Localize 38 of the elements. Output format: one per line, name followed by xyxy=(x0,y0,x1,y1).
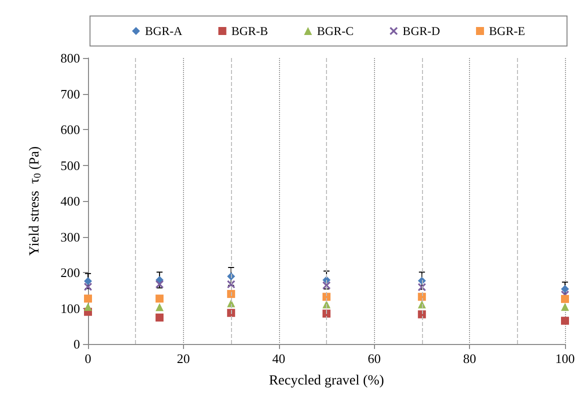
legend-label: BGR-E xyxy=(489,24,526,38)
point xyxy=(84,302,92,311)
y-axis-title: Yield stress τ0 (Pa) xyxy=(28,146,44,256)
point xyxy=(322,310,330,318)
point xyxy=(156,303,164,312)
point xyxy=(561,284,569,293)
y-tick-label: 0 xyxy=(74,336,80,352)
x-tick-label: 60 xyxy=(368,351,381,366)
y-tick-label: 500 xyxy=(60,158,80,173)
legend-label: BGR-B xyxy=(231,24,268,38)
y-tick-label: 100 xyxy=(60,300,80,316)
legend-label: BGR-A xyxy=(145,24,183,38)
y-tick-label: 700 xyxy=(60,86,80,102)
point xyxy=(322,292,330,301)
point xyxy=(418,292,426,301)
y-tick-label: 200 xyxy=(60,265,80,280)
y-tick-label: 800 xyxy=(60,50,80,66)
point xyxy=(227,308,236,317)
point xyxy=(561,316,569,325)
x-tick-label: 0 xyxy=(84,351,92,366)
x-tick-label: 40 xyxy=(272,351,286,366)
x-tick-label: 100 xyxy=(555,351,575,366)
point xyxy=(84,294,92,303)
y-tick-label: 600 xyxy=(60,122,80,137)
y-tick-label: 400 xyxy=(60,194,80,208)
point xyxy=(561,302,569,311)
legend-label: BGR-C xyxy=(317,24,354,38)
legend-label: BGR-D xyxy=(402,24,440,38)
x-tick-label: 80 xyxy=(463,351,476,366)
point xyxy=(561,294,569,303)
point xyxy=(156,314,164,322)
point xyxy=(227,290,236,298)
y-tick-label: 300 xyxy=(60,229,80,244)
point xyxy=(418,310,426,318)
x-tick-label: 20 xyxy=(176,351,190,366)
x-axis-title: Recycled gravel (%) xyxy=(268,374,384,388)
point xyxy=(84,277,92,286)
point xyxy=(156,294,164,303)
